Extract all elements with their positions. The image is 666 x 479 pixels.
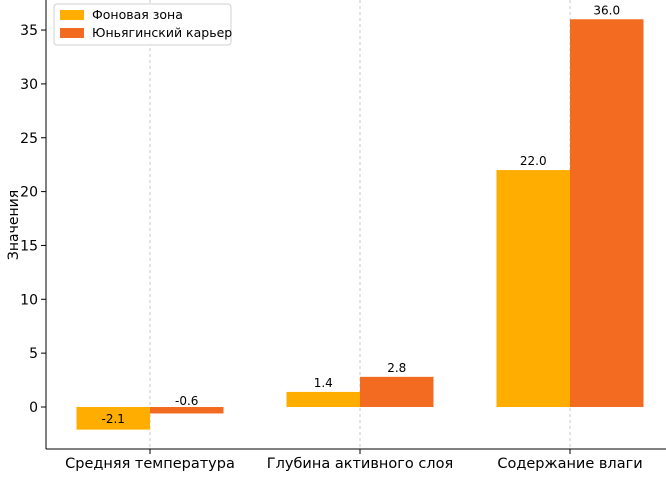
y-tick-label: 0 xyxy=(29,400,38,416)
bar xyxy=(150,407,224,414)
legend-swatch-background-zone xyxy=(60,10,84,20)
y-tick-label: 20 xyxy=(20,185,38,201)
legend-label-background-zone: Фоновая зона xyxy=(92,7,183,22)
bar xyxy=(570,19,644,408)
legend-swatch-quarry xyxy=(60,28,84,38)
bar xyxy=(496,170,570,407)
legend: Фоновая зона Юньягинский карьер xyxy=(53,3,232,46)
y-tick-label: 10 xyxy=(20,292,38,308)
legend-label-quarry: Юньягинский карьер xyxy=(92,25,232,40)
data-label: 2.8 xyxy=(387,361,406,375)
data-label: -0.6 xyxy=(175,394,198,408)
bar xyxy=(76,407,150,430)
y-tick-label: 15 xyxy=(20,238,38,254)
labels-layer: 0 5 10 15 20 25 30 35 Средняя температура Глубина… xyxy=(20,3,642,472)
bar xyxy=(360,376,434,407)
data-label: 1.4 xyxy=(314,376,333,390)
legend-box xyxy=(53,3,232,46)
data-label: 36.0 xyxy=(593,3,620,17)
x-tick-label: Глубина активного слоя xyxy=(267,456,453,472)
bars-layer xyxy=(76,19,644,430)
bar xyxy=(286,391,360,407)
data-label: -2.1 xyxy=(102,412,125,426)
y-tick-label: 25 xyxy=(20,131,38,147)
y-axis-title: Значения xyxy=(6,190,22,260)
x-tick-label: Средняя температура xyxy=(65,456,235,472)
data-label: 22.0 xyxy=(520,154,547,168)
axes-layer xyxy=(45,0,666,450)
y-tick-label: 5 xyxy=(29,346,38,362)
y-tick-label: 30 xyxy=(20,77,38,93)
y-tick-label: 35 xyxy=(20,23,38,39)
ticks-layer xyxy=(41,29,571,454)
x-tick-label: Содержание влаги xyxy=(497,456,642,472)
